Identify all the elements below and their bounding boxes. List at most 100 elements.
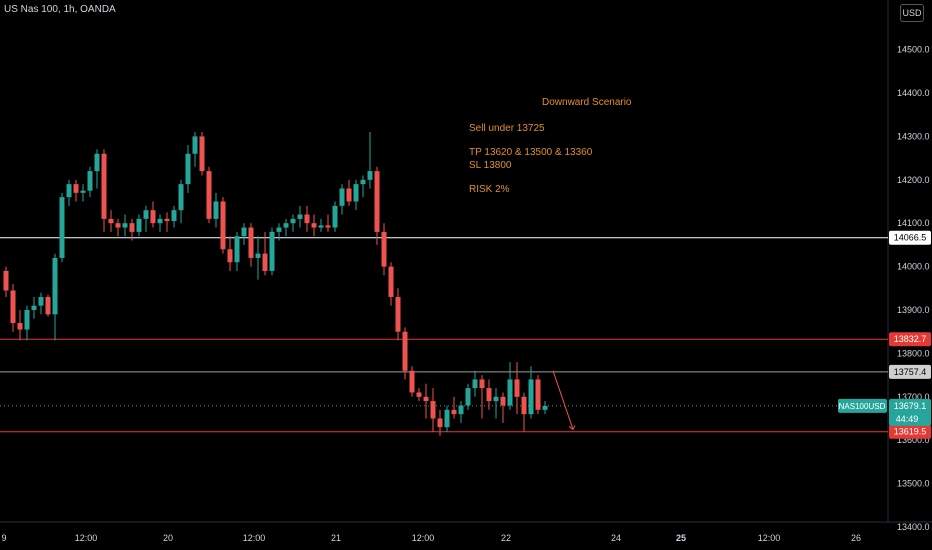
candle-body (227, 249, 233, 263)
candle-body (66, 184, 72, 198)
candle-body (388, 266, 394, 297)
candle-body (381, 231, 387, 267)
candle-body (514, 379, 520, 397)
candle-body (136, 218, 142, 232)
candle-body (178, 184, 184, 211)
x-tick-label: 24 (611, 533, 621, 543)
candle-body (129, 223, 135, 232)
x-tick-label: 25 (676, 533, 686, 543)
level-label: 14066.5 (894, 233, 927, 243)
candle-body (507, 379, 513, 406)
candle-body (248, 227, 254, 258)
currency-badge[interactable]: USD (900, 4, 924, 22)
candle-body (241, 227, 247, 237)
candle-body (52, 257, 58, 315)
x-tick-label: 9 (1, 533, 6, 543)
candle-body (220, 201, 226, 250)
candle-body (73, 184, 79, 193)
candle-body (325, 225, 331, 228)
annotation-sell: Sell under 13725 (469, 123, 545, 134)
level-label: 13757.4 (894, 367, 927, 377)
x-tick-label: 12:00 (243, 533, 266, 543)
candle-body (479, 379, 485, 389)
y-tick-label: 13900.0 (897, 305, 930, 315)
candle-body (115, 223, 121, 228)
candle-body (206, 171, 212, 219)
candle-body (423, 396, 429, 402)
y-tick-label: 14400.0 (897, 88, 930, 98)
symbol-title[interactable]: US Nas 100, 1h, OANDA (4, 4, 116, 15)
candle-body (31, 305, 37, 310)
candle-body (304, 214, 310, 224)
annotation-risk: RISK 2% (469, 184, 510, 195)
level-label-bg (889, 230, 931, 245)
x-tick-label: 21 (331, 533, 341, 543)
candle-body (59, 197, 65, 258)
candle-body (465, 388, 471, 406)
candle-body (94, 153, 100, 172)
candle-body (500, 396, 506, 406)
candle-body (402, 331, 408, 371)
candle-body (185, 153, 191, 185)
level-label: 13832.7 (894, 334, 927, 344)
candle-body (213, 201, 219, 219)
candle-body (122, 223, 128, 228)
candle-body (101, 153, 107, 219)
candle-body (164, 218, 170, 222)
x-tick-label: 12:00 (758, 533, 781, 543)
symbol-tag-bg (838, 398, 887, 413)
y-tick-label: 14000.0 (897, 262, 930, 272)
projection-arrowhead (568, 425, 576, 431)
candle-body (535, 379, 541, 410)
candle-body (311, 223, 317, 228)
candle-body (374, 171, 380, 232)
candle-body (395, 296, 401, 332)
y-tick-label: 14300.0 (897, 131, 930, 141)
candle-body (143, 210, 149, 219)
y-tick-label: 13800.0 (897, 348, 930, 358)
current-price-label: 13679.1 (894, 401, 927, 411)
candle-body (262, 253, 268, 271)
candle-body (416, 392, 422, 397)
candle-body (38, 296, 44, 306)
candle-body (283, 223, 289, 228)
symbol-tag: NAS100USD (839, 402, 886, 411)
level-label: 13619.5 (894, 427, 927, 437)
y-tick-label: 13500.0 (897, 479, 930, 489)
candle-body (80, 190, 86, 193)
annotation-sl: SL 13800 (469, 160, 512, 171)
annotation-tp: TP 13620 & 13500 & 13360 (469, 147, 593, 158)
candle-body (353, 184, 359, 202)
candle-body (3, 270, 9, 291)
level-label-bg (889, 364, 931, 379)
candle-body (45, 296, 51, 315)
candle-body (290, 218, 296, 224)
current-price-bg (889, 398, 931, 426)
y-tick-label: 14200.0 (897, 175, 930, 185)
candle-body (542, 405, 548, 410)
x-tick-label: 12:00 (412, 533, 435, 543)
candle-body (199, 136, 205, 172)
candle-body (458, 405, 464, 415)
y-tick-label: 14500.0 (897, 45, 930, 55)
candle-body (332, 205, 338, 228)
candle-body (157, 218, 163, 224)
candle-body (493, 396, 499, 402)
candle-body (150, 210, 156, 224)
candle-body (318, 225, 324, 228)
candle-body (192, 136, 198, 154)
candle-body (108, 218, 114, 224)
candle-body (472, 379, 478, 389)
candle-body (24, 310, 30, 330)
candle-body (10, 290, 16, 324)
candle-body (367, 171, 373, 180)
candle-body (521, 396, 527, 415)
candle-body (528, 379, 534, 415)
candle-body (269, 231, 275, 271)
y-tick-label: 13700.0 (897, 392, 930, 402)
candle-body (346, 188, 352, 202)
y-tick-label: 13600.0 (897, 435, 930, 445)
candle-body (255, 253, 261, 258)
candle-body (360, 179, 366, 185)
